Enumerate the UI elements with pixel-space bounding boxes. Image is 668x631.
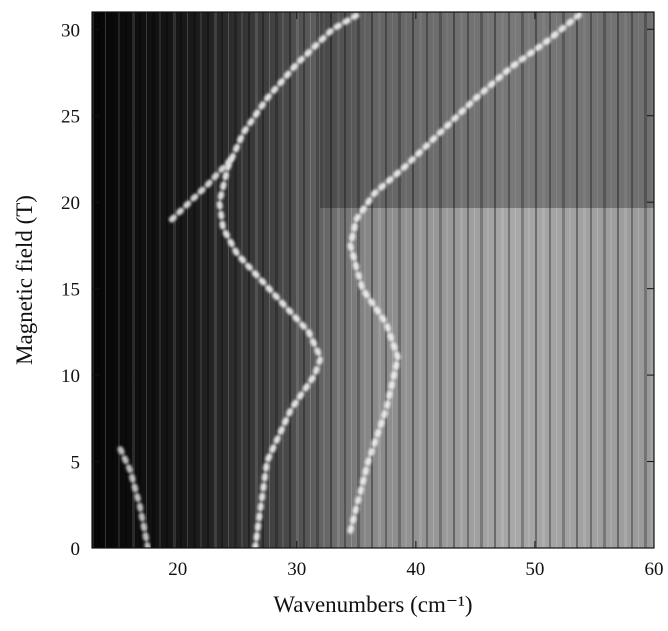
x-tick-label: 60: [645, 559, 664, 580]
trace: [115, 441, 151, 548]
y-tick-label: 20: [61, 193, 80, 214]
y-tick-label: 0: [71, 539, 81, 560]
y-axis-title: Magnetic field (T): [12, 195, 37, 365]
x-tick-label: 50: [525, 559, 544, 580]
x-tick-label: 20: [168, 559, 187, 580]
x-axis-title: Wavenumbers (cm⁻¹): [273, 592, 472, 617]
y-tick-label: 5: [71, 453, 81, 474]
y-tick-label: 15: [61, 280, 80, 301]
x-tick-label: 40: [406, 559, 425, 580]
axes: 20 30 40 50 60 0 5 10 15 20 25 30: [61, 12, 664, 580]
plot-frame: [91, 11, 655, 549]
trace: [347, 12, 586, 534]
x-tick-label: 30: [287, 559, 306, 580]
traces: [115, 12, 586, 548]
y-tick-label: 25: [61, 107, 80, 128]
y-tick-label: 10: [61, 366, 80, 387]
y-tick-label: 30: [61, 20, 80, 41]
intensity-image: [92, 12, 654, 548]
trace: [216, 12, 366, 548]
trace: [168, 156, 235, 223]
